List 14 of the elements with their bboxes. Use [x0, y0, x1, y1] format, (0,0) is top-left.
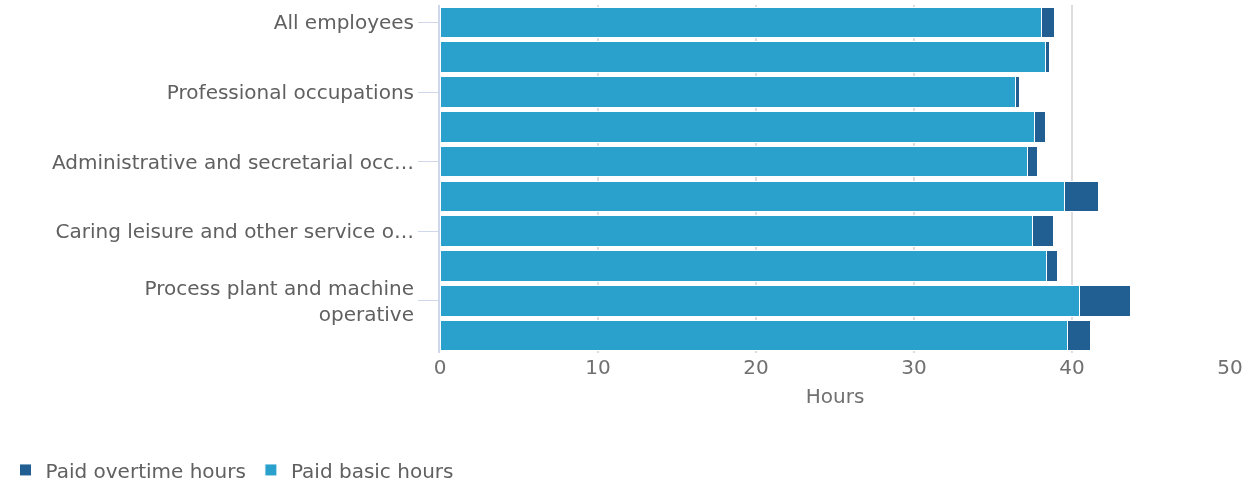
x-tick-label: 20: [743, 355, 769, 379]
x-tick-label: 10: [585, 355, 611, 379]
y-tick-label: Professional occupations: [166, 80, 414, 104]
x-tick-label: 0: [433, 355, 447, 379]
x-tick-label: 40: [1059, 355, 1085, 379]
y-tick-label: Caring leisure and other service o…: [55, 219, 414, 244]
y-tick-label: All employees: [273, 10, 414, 35]
x-tick-label: 50: [1217, 355, 1243, 379]
x-tick-label: 30: [901, 355, 927, 379]
legend-label: Paid basic hours: [290, 458, 454, 483]
legend-label: Paid overtime hours: [45, 458, 246, 483]
y-tick-label: Process plant and machine operative: [144, 275, 414, 326]
y-tick-label: Administrative and secretarial occ…: [51, 149, 414, 174]
x-axis-title: Hours: [805, 383, 865, 408]
